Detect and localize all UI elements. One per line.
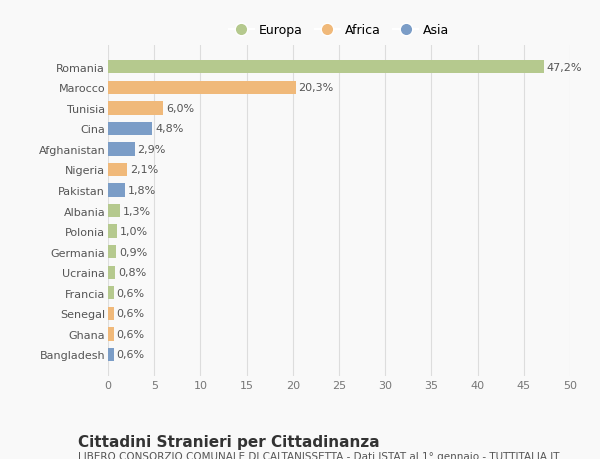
Text: 0,6%: 0,6%	[116, 288, 145, 298]
Bar	[108, 123, 152, 136]
Bar	[108, 225, 117, 238]
Bar	[108, 286, 113, 300]
Text: 0,6%: 0,6%	[116, 350, 145, 360]
Text: 4,8%: 4,8%	[155, 124, 184, 134]
Text: 1,3%: 1,3%	[123, 206, 151, 216]
Text: 0,6%: 0,6%	[116, 329, 145, 339]
Text: 1,8%: 1,8%	[127, 185, 155, 196]
Bar	[108, 184, 125, 197]
Text: 2,1%: 2,1%	[130, 165, 158, 175]
Bar	[108, 348, 113, 361]
Bar	[108, 328, 113, 341]
Text: 20,3%: 20,3%	[298, 83, 334, 93]
Bar	[108, 266, 115, 280]
Text: Cittadini Stranieri per Cittadinanza: Cittadini Stranieri per Cittadinanza	[78, 434, 380, 449]
Bar	[108, 204, 120, 218]
Text: 0,9%: 0,9%	[119, 247, 148, 257]
Bar	[108, 307, 113, 320]
Text: 2,9%: 2,9%	[137, 145, 166, 155]
Bar	[108, 61, 544, 74]
Text: 6,0%: 6,0%	[166, 104, 194, 113]
Text: 1,0%: 1,0%	[120, 227, 148, 237]
Text: 0,6%: 0,6%	[116, 309, 145, 319]
Bar	[108, 102, 163, 115]
Legend: Europa, Africa, Asia: Europa, Africa, Asia	[223, 19, 455, 42]
Text: 47,2%: 47,2%	[547, 62, 583, 73]
Bar	[108, 81, 296, 95]
Text: LIBERO CONSORZIO COMUNALE DI CALTANISSETTA - Dati ISTAT al 1° gennaio - TUTTITAL: LIBERO CONSORZIO COMUNALE DI CALTANISSET…	[78, 451, 560, 459]
Bar	[108, 163, 127, 177]
Bar	[108, 143, 135, 156]
Text: 0,8%: 0,8%	[118, 268, 146, 278]
Bar	[108, 246, 116, 259]
